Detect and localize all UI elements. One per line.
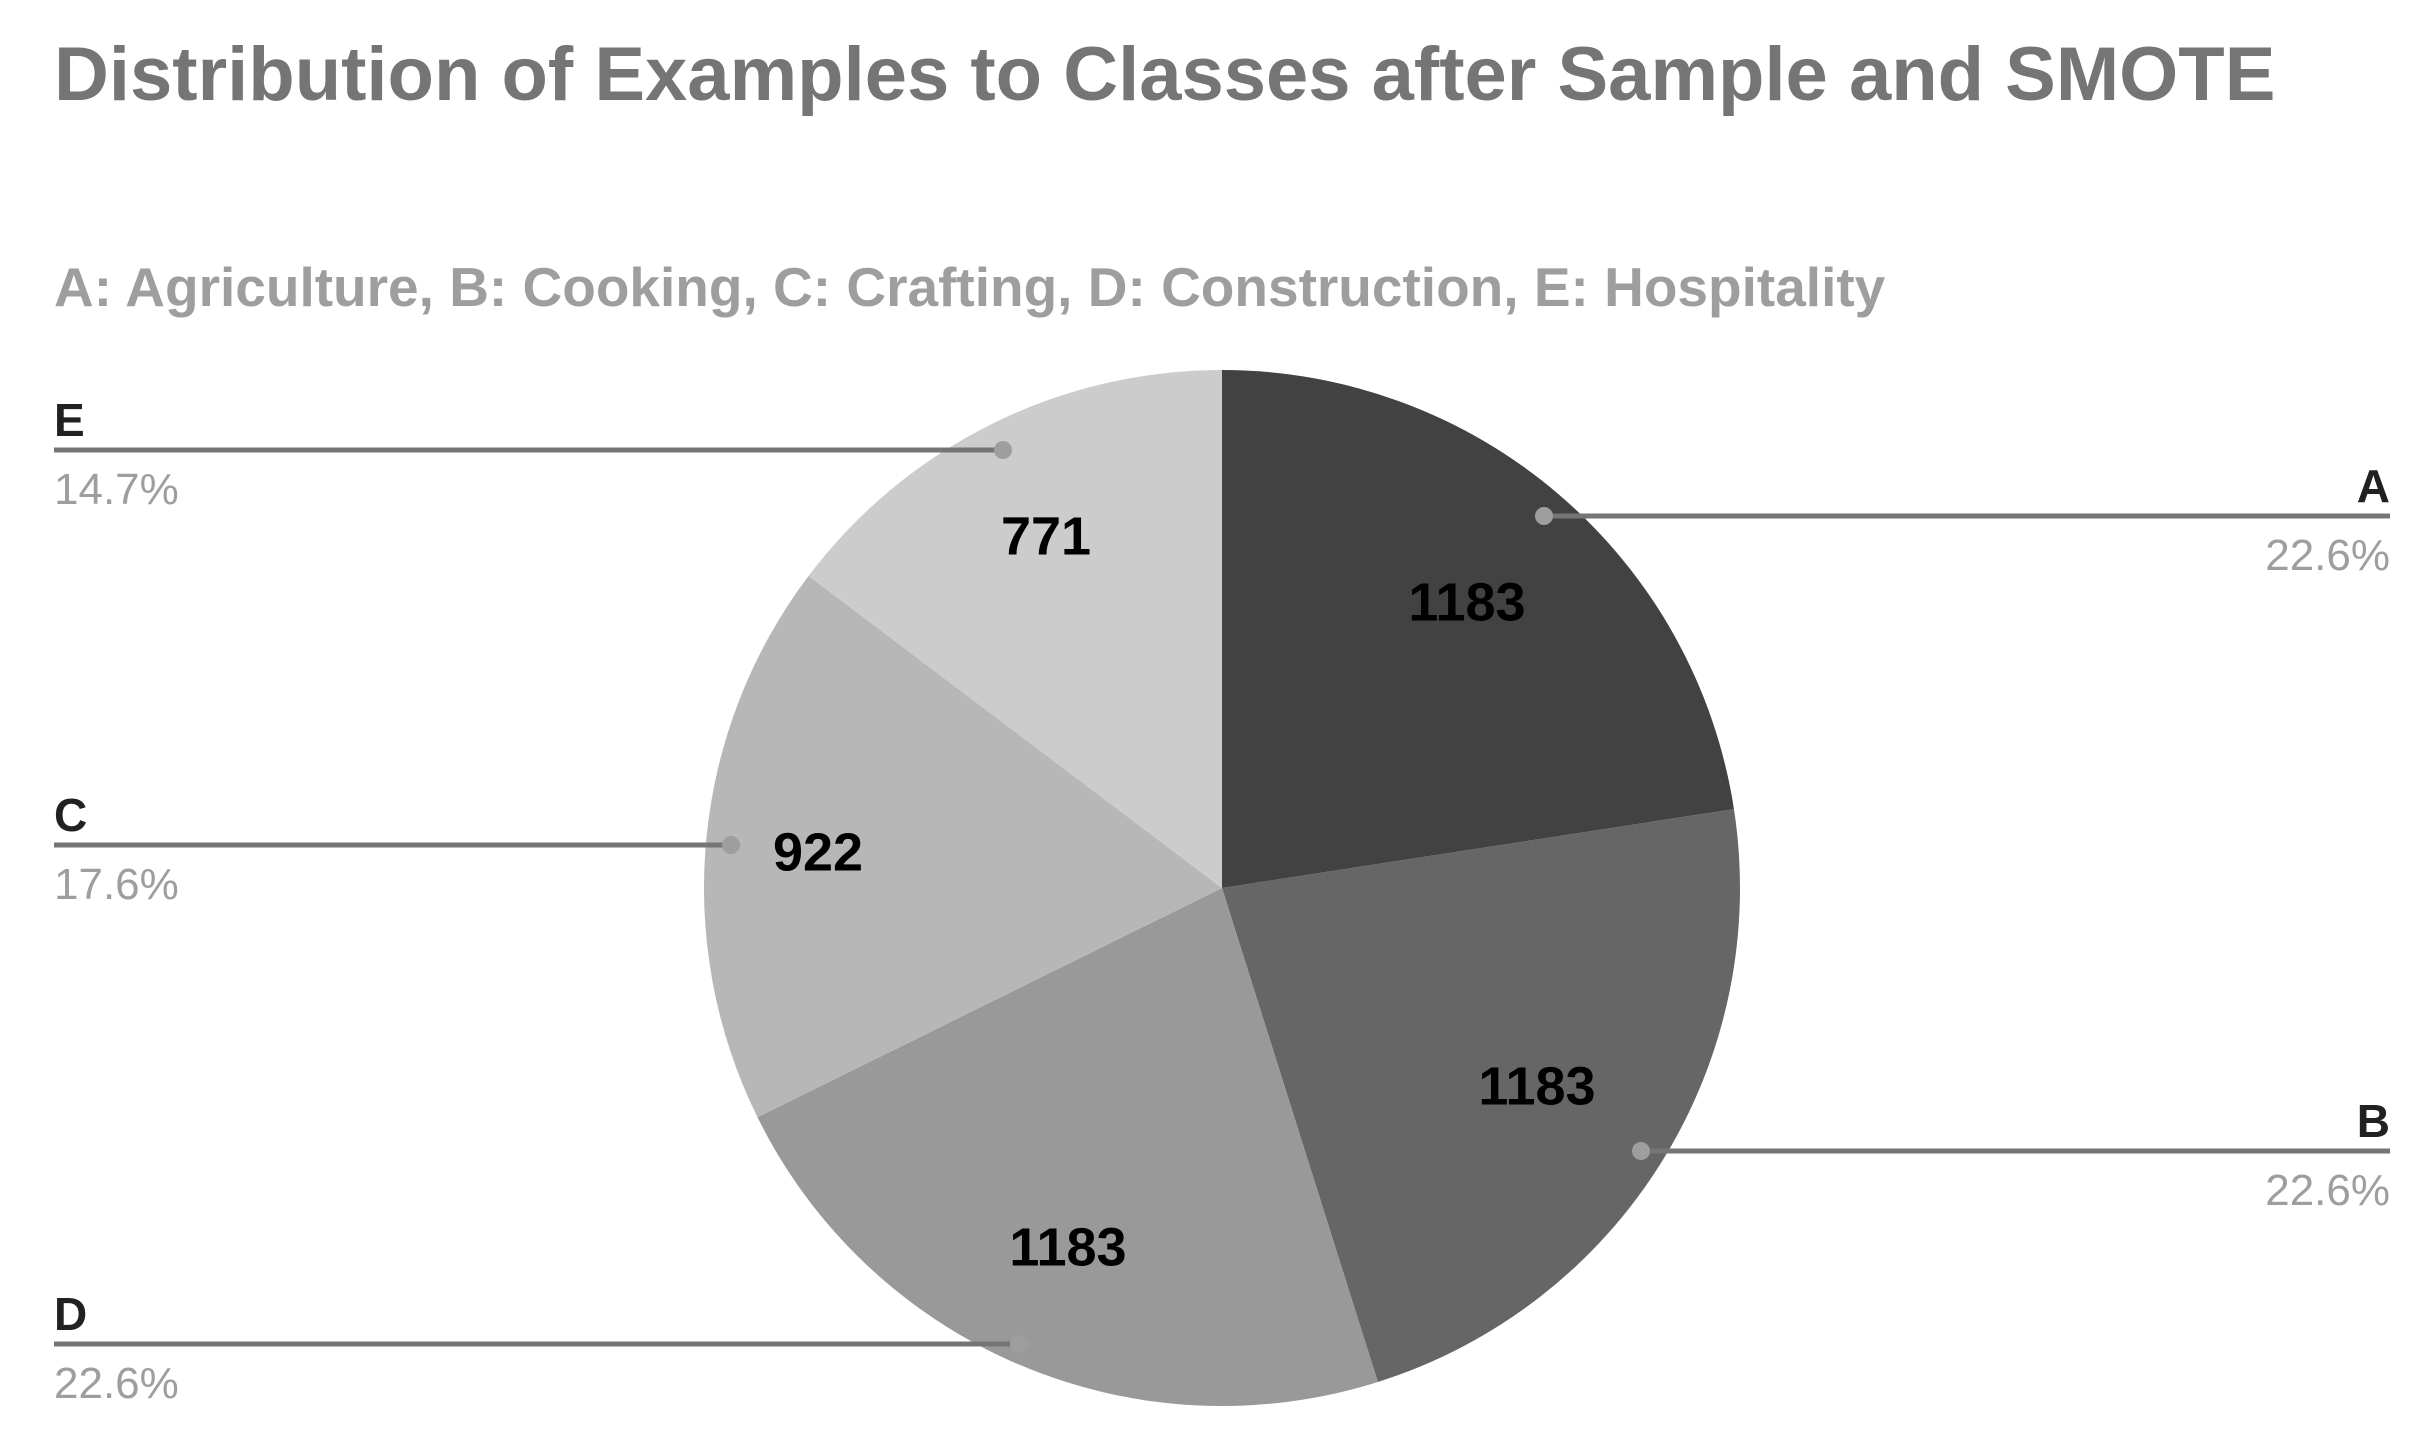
chart-title: Distribution of Examples to Classes afte… [54,32,2276,117]
pie-slice-c [704,575,1222,1118]
callout-percent-d: 22.6% [54,1359,179,1408]
slice-value-label-c: 922 [773,822,863,882]
slice-value-label-d: 1183 [1009,1217,1126,1277]
callout-percent-a: 22.6% [2265,531,2390,580]
pie-slice-a [1222,370,1734,888]
pie-slice-b [1222,809,1740,1382]
callout-label-a: A [2357,460,2390,512]
callout-percent-c: 17.6% [54,860,179,909]
slice-value-label-b: 1183 [1478,1056,1595,1116]
callout-dot-d [1010,1335,1028,1353]
callout-label-c: C [54,789,87,841]
callout-dot-e [994,441,1012,459]
chart-subtitle: A: Agriculture, B: Cooking, C: Crafting,… [54,256,1886,318]
pie-value-labels: 1183 1183 1183 922 771 [773,506,1596,1277]
callout-dot-a [1535,507,1553,525]
pie-slice-d [757,888,1378,1407]
callout-dot-b [1632,1142,1650,1160]
pie-slices [704,370,1740,1407]
slice-value-label-a: 1183 [1408,572,1525,632]
callout-label-d: D [54,1288,87,1340]
slice-value-label-e: 771 [1001,506,1091,566]
pie-slice-e [808,370,1222,888]
callout-percent-b: 22.6% [2265,1166,2390,1215]
callout-label-b: B [2357,1095,2390,1147]
callout-dot-c [722,836,740,854]
callout-label-e: E [54,394,85,446]
callout-percent-e: 14.7% [54,465,179,514]
pie-callouts: A 22.6% B 22.6% D 22.6% C 17.6% E 14.7% [54,394,2390,1408]
